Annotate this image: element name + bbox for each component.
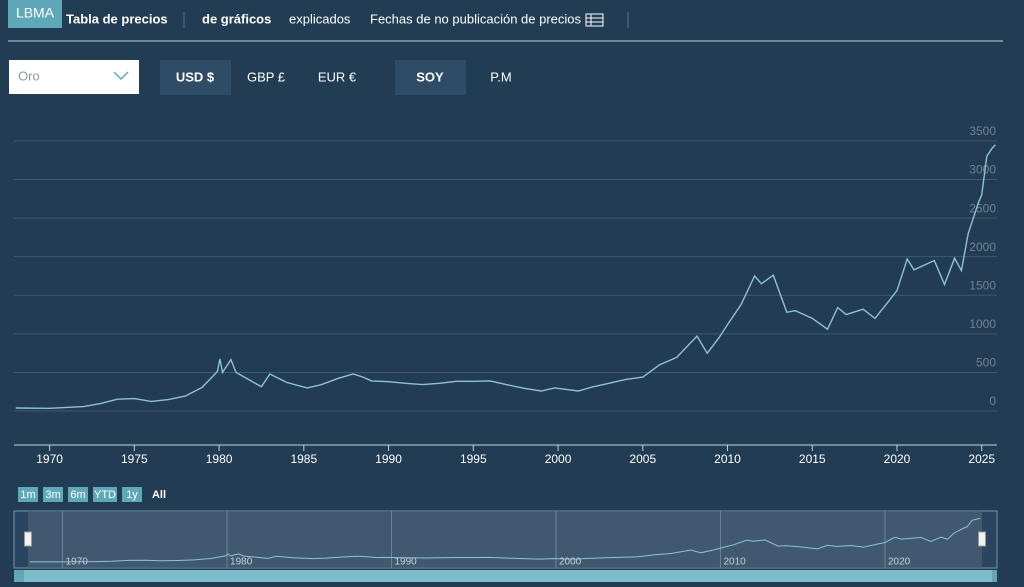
y-tick-label: 2000: [969, 240, 996, 254]
range-button[interactable]: [93, 487, 117, 502]
range-button-label[interactable]: YTD: [94, 489, 116, 501]
x-tick-label: 2020: [884, 452, 911, 466]
chart: 0 500 1000 1500 2000 2500 3000 3500 1970 1975 1980…: [13, 124, 998, 582]
x-tick-label: 2015: [799, 452, 826, 466]
navigator-selection: [28, 511, 982, 568]
logo[interactable]: LBMA: [16, 5, 55, 21]
x-tick-label: 1995: [460, 452, 487, 466]
x-tick-label: 2005: [629, 452, 656, 466]
currency-button[interactable]: USD $: [176, 69, 215, 84]
price-line: [15, 144, 996, 410]
nav-link[interactable]: de gráficos: [202, 11, 271, 26]
range-button-label[interactable]: 1y: [126, 489, 138, 501]
table-icon[interactable]: [585, 13, 604, 27]
navigator-tick-label: 2020: [888, 557, 911, 568]
range-button[interactable]: [43, 487, 63, 502]
x-tick-label: 2025: [968, 452, 995, 466]
currency-button[interactable]: GBP £: [247, 69, 286, 84]
nav-link[interactable]: explicados: [289, 11, 351, 26]
session-button[interactable]: SOY: [416, 69, 444, 84]
y-tick-label: 1500: [969, 278, 996, 292]
logo-box[interactable]: [8, 0, 62, 28]
dropdown-arrow[interactable]: [113, 71, 129, 81]
range-button-label[interactable]: 1m: [20, 489, 35, 501]
navigator-handle[interactable]: [24, 531, 32, 547]
range-button[interactable]: [18, 487, 38, 502]
range-button-label[interactable]: 3m: [45, 489, 60, 501]
x-tick-label: 1980: [206, 452, 233, 466]
navigator-tick-label: 1980: [230, 557, 253, 568]
x-tick-label: 1970: [36, 452, 63, 466]
x-tick-label: 1985: [290, 452, 317, 466]
navigator-line: [29, 517, 981, 563]
y-tick-label: 3000: [969, 163, 996, 177]
y-tick-label: 0: [989, 394, 996, 408]
navigator-handle[interactable]: [978, 531, 986, 547]
x-tick-label: 2000: [545, 452, 572, 466]
range-button-label[interactable]: All: [152, 489, 166, 501]
metal-select[interactable]: [9, 60, 139, 94]
navigator-tick-label: 2010: [723, 557, 746, 568]
scrollbar-thumb[interactable]: [24, 570, 992, 582]
x-tick-label: 1990: [375, 452, 402, 466]
session-button[interactable]: P.M: [490, 69, 511, 84]
button-active[interactable]: [395, 60, 466, 95]
x-tick-label: 1975: [121, 452, 148, 466]
y-tick-label: 1000: [969, 317, 996, 331]
range-button[interactable]: [68, 487, 88, 502]
currency-button[interactable]: EUR €: [318, 69, 357, 84]
metal-select-value[interactable]: Oro: [18, 68, 40, 83]
y-tick-label: 500: [976, 356, 996, 370]
button-active[interactable]: [160, 60, 231, 95]
y-tick-label: 3500: [969, 124, 996, 138]
range-button[interactable]: [122, 487, 142, 502]
range-button-label[interactable]: 6m: [70, 489, 85, 501]
nav-link[interactable]: Fechas de no publicación de precios: [370, 11, 582, 26]
navigator-tick-label: 2000: [559, 557, 582, 568]
y-tick-label: 2500: [969, 201, 996, 215]
navigator-tick-label: 1990: [395, 557, 418, 568]
nav-link[interactable]: Tabla de precios: [66, 11, 168, 26]
x-tick-label: 2010: [714, 452, 741, 466]
